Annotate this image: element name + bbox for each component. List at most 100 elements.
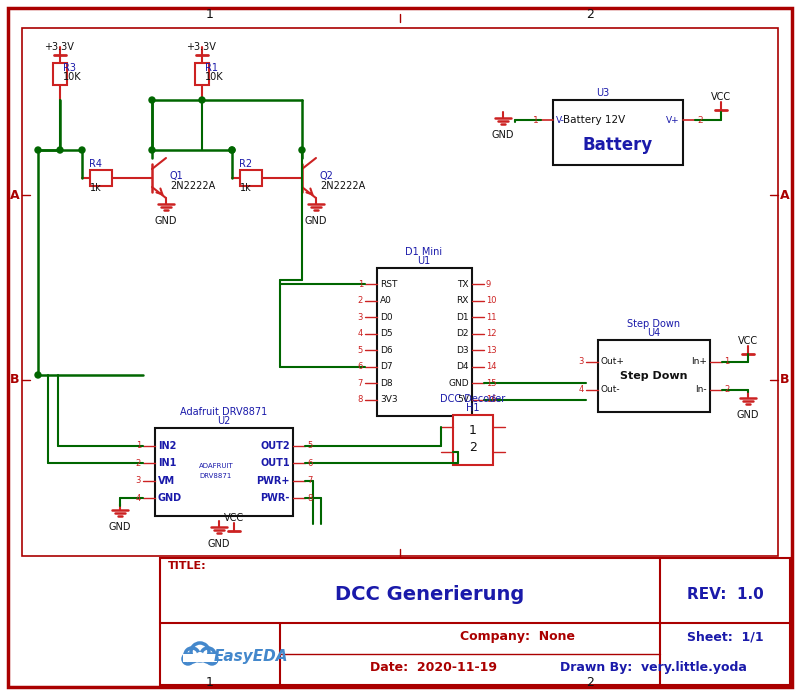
Text: 14: 14: [486, 362, 497, 371]
Text: 10K: 10K: [205, 72, 224, 82]
Bar: [183, 654, 217, 662]
Bar: [240, 170, 262, 186]
Text: Q2: Q2: [320, 171, 334, 181]
Text: 1: 1: [533, 115, 539, 124]
Text: Q1: Q1: [170, 171, 184, 181]
Text: 1k: 1k: [240, 183, 252, 193]
Text: GND: GND: [737, 410, 759, 420]
Circle shape: [35, 372, 41, 378]
Text: Battery: Battery: [583, 136, 653, 154]
Text: A: A: [780, 188, 790, 202]
Text: 11: 11: [486, 313, 497, 322]
Bar: [453, 415, 493, 465]
Bar: [90, 170, 112, 186]
Text: 4: 4: [358, 329, 363, 338]
Text: VCC: VCC: [224, 513, 244, 523]
Text: Out+: Out+: [601, 357, 625, 366]
Text: 2: 2: [469, 441, 477, 455]
Text: VCC: VCC: [711, 92, 731, 102]
Text: 1k: 1k: [90, 183, 102, 193]
Text: 6: 6: [358, 362, 363, 371]
Text: REV:  1.0: REV: 1.0: [686, 587, 763, 603]
Text: Out-: Out-: [601, 386, 621, 395]
Text: Battery 12V: Battery 12V: [563, 115, 625, 125]
Circle shape: [229, 147, 235, 153]
Text: 1: 1: [358, 280, 363, 289]
Text: D2: D2: [457, 329, 469, 338]
Text: R4: R4: [90, 159, 102, 169]
Text: Adafruit DRV8871: Adafruit DRV8871: [180, 407, 268, 417]
Circle shape: [79, 147, 85, 153]
Circle shape: [229, 147, 235, 153]
Text: U1: U1: [418, 256, 430, 266]
Text: TX: TX: [458, 280, 469, 289]
Text: VCC: VCC: [738, 336, 758, 346]
Text: GND: GND: [492, 130, 514, 140]
Text: Step Down: Step Down: [620, 371, 688, 381]
Circle shape: [35, 147, 41, 153]
Text: 5V: 5V: [457, 395, 469, 404]
Text: 3: 3: [578, 357, 584, 366]
Circle shape: [199, 97, 205, 103]
Circle shape: [149, 147, 155, 153]
Text: D7: D7: [380, 362, 393, 371]
Text: +3.3V: +3.3V: [44, 42, 74, 52]
Text: GND: GND: [154, 216, 178, 226]
Text: 1: 1: [206, 676, 214, 689]
Text: 8: 8: [307, 494, 312, 503]
Text: R1: R1: [205, 63, 218, 73]
Text: D4: D4: [457, 362, 469, 371]
Text: TITLE:: TITLE:: [168, 561, 206, 571]
Text: 1: 1: [724, 357, 729, 366]
Text: D8: D8: [380, 379, 393, 388]
Bar: [553, 100, 683, 165]
Text: GND: GND: [208, 539, 230, 549]
Text: D1 Mini: D1 Mini: [406, 247, 442, 257]
Text: 2: 2: [358, 296, 363, 305]
Text: 1: 1: [136, 441, 141, 450]
Text: D0: D0: [380, 313, 393, 322]
Text: 7: 7: [358, 379, 363, 388]
Text: RX: RX: [457, 296, 469, 305]
Text: ADAFRUIT: ADAFRUIT: [198, 463, 234, 469]
Text: D3: D3: [456, 345, 469, 354]
Circle shape: [57, 147, 63, 153]
Text: A0: A0: [380, 296, 392, 305]
Text: Step Down: Step Down: [627, 319, 681, 329]
Text: OUT2: OUT2: [260, 441, 290, 450]
Text: 2: 2: [697, 115, 702, 124]
Text: 2: 2: [724, 386, 729, 395]
Circle shape: [196, 652, 204, 660]
Bar: [377, 268, 472, 416]
Text: V-: V-: [556, 115, 565, 124]
Text: 2: 2: [586, 8, 594, 21]
Text: VM: VM: [158, 476, 175, 486]
Text: In-: In-: [695, 386, 707, 395]
Text: Date:  2020-11-19: Date: 2020-11-19: [370, 662, 497, 674]
Text: PWR+: PWR+: [257, 476, 290, 486]
Text: 4: 4: [136, 494, 141, 503]
Text: 1: 1: [206, 8, 214, 21]
Text: D6: D6: [380, 345, 393, 354]
Text: +3.3V: +3.3V: [186, 42, 216, 52]
Text: Company:  None: Company: None: [460, 630, 575, 644]
Text: OUT1: OUT1: [260, 458, 290, 468]
Circle shape: [149, 97, 155, 103]
Text: 5: 5: [358, 345, 363, 354]
Text: R3: R3: [63, 63, 76, 73]
Text: 7: 7: [307, 476, 312, 485]
Text: GND: GND: [305, 216, 327, 226]
Text: GND: GND: [448, 379, 469, 388]
Text: 12: 12: [486, 329, 497, 338]
Text: 2N2222A: 2N2222A: [170, 181, 215, 191]
Text: 6: 6: [307, 459, 312, 468]
Text: 10: 10: [486, 296, 497, 305]
Text: 2: 2: [136, 459, 141, 468]
Bar: [160, 558, 790, 685]
Text: 1: 1: [469, 425, 477, 437]
Text: DCC Generierung: DCC Generierung: [335, 585, 525, 605]
Text: Drawn By:  very.little.yoda: Drawn By: very.little.yoda: [560, 662, 747, 674]
Text: DCC Decoder: DCC Decoder: [440, 394, 506, 404]
Text: U2: U2: [218, 416, 230, 426]
Text: 15: 15: [486, 379, 497, 388]
